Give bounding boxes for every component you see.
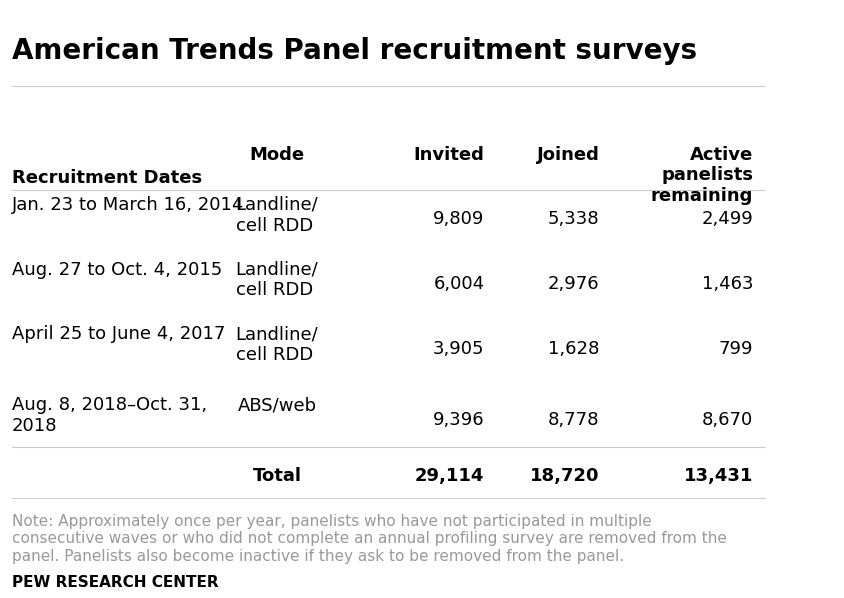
Text: Mode: Mode bbox=[249, 146, 305, 164]
Text: 8,778: 8,778 bbox=[548, 411, 599, 429]
Text: 9,809: 9,809 bbox=[433, 210, 484, 228]
Text: 5,338: 5,338 bbox=[548, 210, 599, 228]
Text: Aug. 27 to Oct. 4, 2015: Aug. 27 to Oct. 4, 2015 bbox=[12, 261, 222, 279]
Text: Joined: Joined bbox=[537, 146, 599, 164]
Text: 2,976: 2,976 bbox=[548, 275, 599, 293]
Text: Invited: Invited bbox=[414, 146, 484, 164]
Text: Jan. 23 to March 16, 2014: Jan. 23 to March 16, 2014 bbox=[12, 196, 244, 213]
Text: Total: Total bbox=[252, 467, 301, 485]
Text: 799: 799 bbox=[719, 340, 754, 358]
Text: American Trends Panel recruitment surveys: American Trends Panel recruitment survey… bbox=[12, 36, 697, 65]
Text: 2,499: 2,499 bbox=[701, 210, 754, 228]
Text: Recruitment Dates: Recruitment Dates bbox=[12, 169, 202, 187]
Text: Aug. 8, 2018–Oct. 31,
2018: Aug. 8, 2018–Oct. 31, 2018 bbox=[12, 396, 207, 435]
Text: Landline/
cell RDD: Landline/ cell RDD bbox=[235, 196, 318, 234]
Text: PEW RESEARCH CENTER: PEW RESEARCH CENTER bbox=[12, 575, 219, 590]
Text: 18,720: 18,720 bbox=[530, 467, 599, 485]
Text: 1,628: 1,628 bbox=[549, 340, 599, 358]
Text: April 25 to June 4, 2017: April 25 to June 4, 2017 bbox=[12, 325, 225, 343]
Text: 9,396: 9,396 bbox=[433, 411, 484, 429]
Text: Note: Approximately once per year, panelists who have not participated in multip: Note: Approximately once per year, panel… bbox=[12, 514, 727, 564]
Text: 13,431: 13,431 bbox=[684, 467, 754, 485]
Text: Landline/
cell RDD: Landline/ cell RDD bbox=[235, 325, 318, 364]
Text: 8,670: 8,670 bbox=[702, 411, 754, 429]
Text: Landline/
cell RDD: Landline/ cell RDD bbox=[235, 261, 318, 300]
Text: 3,905: 3,905 bbox=[433, 340, 484, 358]
Text: 1,463: 1,463 bbox=[702, 275, 754, 293]
Text: 29,114: 29,114 bbox=[415, 467, 484, 485]
Text: Active
panelists
remaining: Active panelists remaining bbox=[651, 146, 754, 205]
Text: ABS/web: ABS/web bbox=[237, 396, 316, 414]
Text: 6,004: 6,004 bbox=[433, 275, 484, 293]
